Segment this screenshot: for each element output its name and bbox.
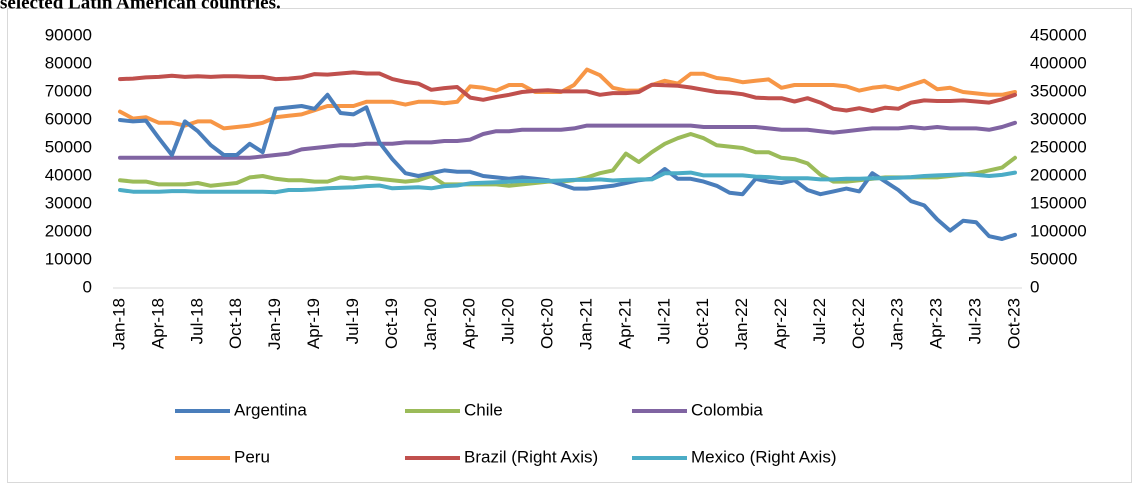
x-tick-label: Apr-23	[927, 298, 946, 349]
y-tick-label: 90000	[45, 25, 92, 44]
x-tick-label: Jan-19	[265, 298, 284, 350]
series-line	[118, 92, 1017, 241]
x-tick-label: Oct-22	[849, 298, 868, 349]
x-tick-label: Apr-21	[615, 298, 634, 349]
x-tick-label: Oct-18	[226, 298, 245, 349]
caption: selected Latin American countries.	[0, 0, 281, 13]
y-tick-label: 40000	[45, 165, 92, 184]
y-tick-label: 70000	[45, 81, 92, 100]
legend-label: Argentina	[234, 400, 307, 419]
x-tick-label: Apr-22	[771, 298, 790, 349]
y2-tick-label: 100000	[1030, 221, 1087, 240]
y2-tick-label: 50000	[1030, 249, 1077, 268]
series-line	[118, 170, 1017, 195]
x-tick-label: Jan-18	[109, 298, 128, 350]
y2-tick-label: 250000	[1030, 137, 1087, 156]
x-tick-label: Apr-18	[148, 298, 167, 349]
x-tick-label: Jul-20	[499, 298, 518, 344]
x-tick-label: Jul-18	[187, 298, 206, 344]
x-tick-label: Apr-20	[460, 298, 479, 349]
series-line	[118, 67, 1017, 131]
legend-label: Mexico (Right Axis)	[691, 447, 836, 466]
legend-label: Peru	[234, 447, 270, 466]
y2-tick-label: 350000	[1030, 81, 1087, 100]
y2-tick-label: 150000	[1030, 193, 1087, 212]
y-tick-label: 60000	[45, 109, 92, 128]
x-tick-label: Jul-21	[654, 298, 673, 344]
legend-label: Brazil (Right Axis)	[464, 447, 598, 466]
x-tick-label: Jul-23	[966, 298, 985, 344]
x-tick-label: Oct-19	[382, 298, 401, 349]
y2-tick-label: 300000	[1030, 109, 1087, 128]
x-tick-label: Apr-19	[304, 298, 323, 349]
series-line	[118, 120, 1017, 160]
x-tick-label: Jan-21	[576, 298, 595, 350]
y-tick-label: 30000	[45, 193, 92, 212]
x-tick-label: Jan-22	[732, 298, 751, 350]
x-tick-label: Oct-23	[1004, 298, 1023, 349]
y-tick-label: 50000	[45, 137, 92, 156]
y2-tick-label: 450000	[1030, 25, 1087, 44]
y2-tick-label: 200000	[1030, 165, 1087, 184]
legend-label: Colombia	[691, 400, 763, 419]
x-tick-label: Oct-21	[693, 298, 712, 349]
x-tick-label: Oct-20	[538, 298, 557, 349]
x-tick-label: Jul-22	[810, 298, 829, 344]
x-tick-label: Jan-20	[421, 298, 440, 350]
legend-label: Chile	[464, 400, 503, 419]
series-line	[118, 70, 1017, 113]
y2-tick-label: 0	[1030, 277, 1039, 296]
y-tick-label: 80000	[45, 53, 92, 72]
x-tick-label: Jan-23	[888, 298, 907, 350]
y-tick-label: 0	[83, 277, 92, 296]
y-tick-label: 20000	[45, 221, 92, 240]
y2-tick-label: 400000	[1030, 53, 1087, 72]
y-tick-label: 10000	[45, 249, 92, 268]
x-tick-label: Jul-19	[343, 298, 362, 344]
